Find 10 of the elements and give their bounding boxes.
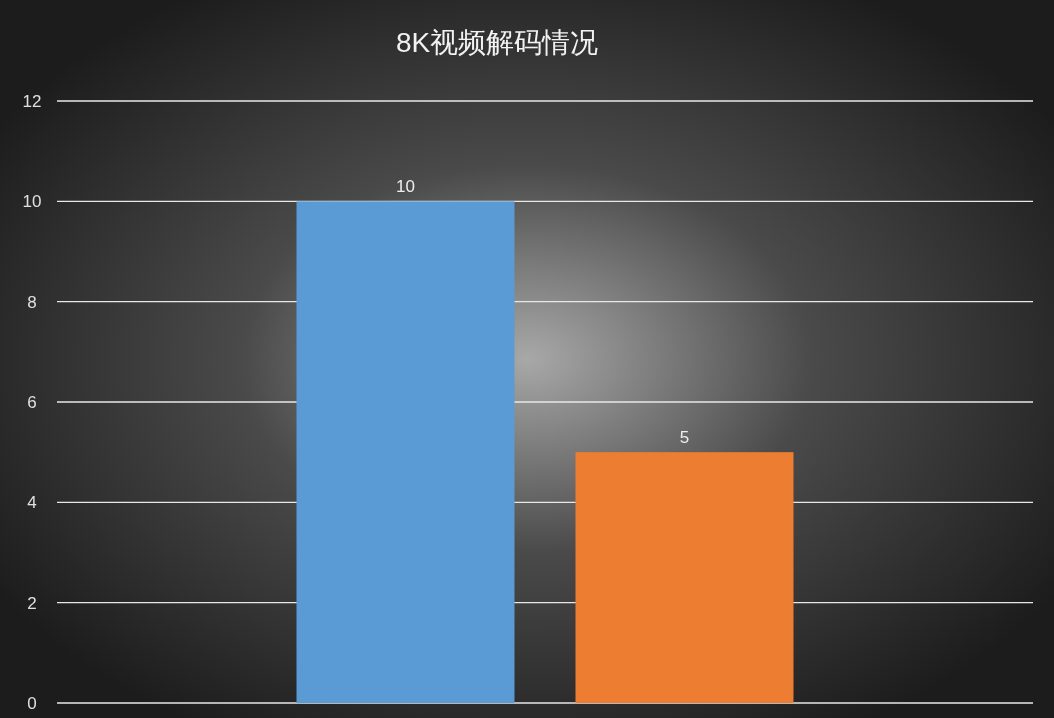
y-tick-label: 2: [27, 593, 37, 613]
y-tick-label: 4: [27, 493, 37, 513]
y-tick-label: 10: [22, 192, 42, 212]
y-tick-label: 8: [27, 292, 37, 312]
data-label: 5: [679, 428, 690, 448]
data-label: 10: [396, 177, 415, 197]
y-tick-label: 0: [27, 694, 37, 713]
y-tick-label: 12: [22, 92, 42, 111]
chart-title: 8K视频解码情况: [395, 27, 599, 58]
y-tick-label: 6: [27, 393, 37, 412]
